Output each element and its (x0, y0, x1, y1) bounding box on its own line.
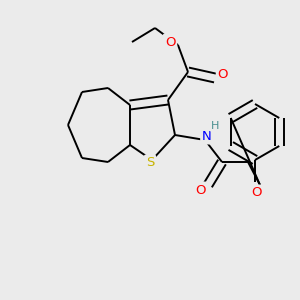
Text: O: O (251, 187, 261, 200)
Text: O: O (165, 35, 175, 49)
Text: O: O (218, 68, 228, 82)
Text: H: H (211, 121, 219, 131)
Text: O: O (195, 184, 205, 196)
Text: S: S (146, 157, 154, 169)
Text: N: N (202, 130, 212, 142)
